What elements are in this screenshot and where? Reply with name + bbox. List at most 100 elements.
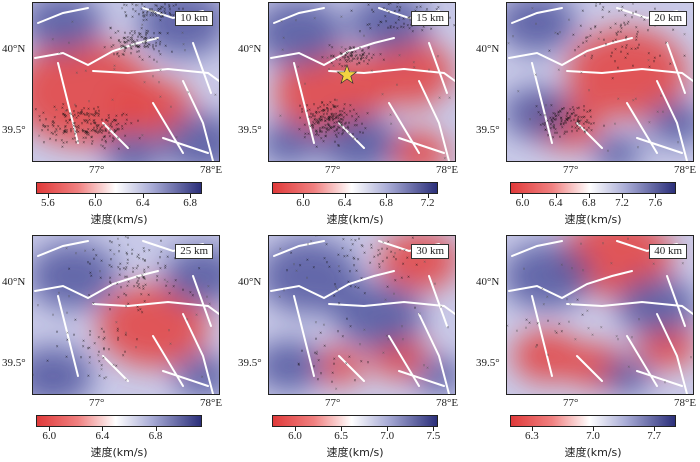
svg-text:×: ×: [379, 21, 382, 26]
svg-text:×: ×: [581, 10, 584, 15]
map-canvas: ××××××××××××××××××××××××××××××××××××××××…: [507, 236, 693, 394]
svg-text:×: ×: [87, 108, 90, 113]
svg-text:×: ×: [74, 125, 77, 130]
svg-text:×: ×: [635, 35, 638, 40]
svg-text:×: ×: [74, 319, 77, 324]
svg-text:×: ×: [332, 113, 335, 118]
svg-text:×: ×: [398, 9, 401, 14]
svg-text:×: ×: [116, 128, 119, 133]
svg-text:×: ×: [582, 269, 585, 274]
svg-text:×: ×: [129, 32, 132, 37]
svg-text:×: ×: [152, 10, 155, 15]
svg-text:×: ×: [338, 121, 341, 126]
svg-text:×: ×: [82, 136, 85, 141]
svg-text:×: ×: [103, 46, 106, 51]
svg-text:×: ×: [301, 110, 304, 115]
svg-text:×: ×: [155, 44, 158, 49]
high-velocity-anomaly: [269, 238, 359, 314]
svg-text:×: ×: [562, 123, 565, 128]
svg-text:×: ×: [147, 30, 150, 35]
svg-text:×: ×: [93, 130, 96, 135]
svg-text:×: ×: [138, 46, 141, 51]
depth-label: 25 km: [175, 244, 213, 259]
colorbar-tick-mark: [155, 427, 157, 431]
svg-text:×: ×: [340, 121, 343, 126]
svg-text:×: ×: [80, 109, 83, 114]
svg-text:×: ×: [124, 37, 127, 42]
svg-text:×: ×: [136, 305, 139, 310]
svg-text:×: ×: [136, 276, 139, 281]
svg-text:×: ×: [99, 277, 102, 282]
svg-text:×: ×: [401, 338, 404, 343]
svg-text:×: ×: [282, 37, 285, 42]
svg-text:×: ×: [389, 25, 392, 30]
svg-text:×: ×: [64, 116, 67, 121]
svg-text:×: ×: [113, 129, 116, 134]
svg-text:×: ×: [582, 41, 585, 46]
svg-text:×: ×: [547, 320, 550, 325]
svg-text:×: ×: [381, 260, 384, 265]
svg-text:×: ×: [137, 254, 140, 259]
velocity-map: × × × × × × × × × × × × × × × × × × × × × × × × × × × × × × × × × × × × × × × ×…: [506, 235, 694, 395]
svg-text:×: ×: [319, 119, 322, 124]
fault-line: [566, 67, 693, 82]
svg-text:×: ×: [324, 120, 327, 125]
svg-text:×: ×: [125, 4, 128, 9]
svg-text:×: ×: [112, 119, 115, 124]
svg-text:×: ×: [381, 93, 384, 98]
svg-text:×: ×: [330, 113, 333, 118]
svg-text:×: ×: [631, 16, 634, 21]
svg-text:×: ×: [621, 6, 624, 11]
svg-text:×: ×: [576, 125, 579, 130]
svg-text:×: ×: [83, 119, 86, 124]
svg-text:×: ×: [310, 240, 313, 245]
svg-text:×: ×: [560, 263, 563, 268]
svg-text:×: ×: [88, 347, 91, 352]
svg-text:×: ×: [294, 19, 297, 24]
svg-text:×: ×: [379, 253, 382, 258]
svg-text:×: ×: [318, 118, 321, 123]
svg-text:×: ×: [345, 362, 348, 367]
svg-text:×: ×: [160, 11, 163, 16]
svg-text:×: ×: [595, 3, 598, 7]
svg-text:×: ×: [146, 45, 149, 50]
svg-text:×: ×: [572, 109, 575, 114]
svg-text:×: ×: [114, 32, 117, 37]
svg-text:×: ×: [377, 24, 380, 29]
svg-text:×: ×: [360, 360, 363, 365]
svg-text:×: ×: [122, 37, 125, 42]
svg-text:×: ×: [323, 104, 326, 109]
svg-text:×: ×: [151, 8, 154, 13]
svg-text:×: ×: [45, 118, 48, 123]
svg-text:×: ×: [147, 43, 150, 48]
colorbar-label: 速度(km/s): [564, 446, 622, 459]
svg-text:×: ×: [158, 43, 161, 48]
svg-text:×: ×: [328, 119, 331, 124]
svg-text:×: ×: [120, 286, 123, 291]
svg-text:×: ×: [402, 17, 405, 22]
svg-text:×: ×: [154, 13, 157, 18]
lon-tick-77: 77°: [89, 164, 105, 176]
svg-text:×: ×: [366, 24, 369, 29]
svg-text:×: ×: [559, 31, 562, 36]
svg-text:×: ×: [344, 48, 347, 53]
svg-text:×: ×: [147, 46, 150, 51]
svg-text:×: ×: [413, 66, 416, 71]
svg-text:×: ×: [555, 118, 558, 123]
svg-text:×: ×: [419, 5, 422, 10]
high-velocity-anomaly: [33, 3, 103, 53]
fault-line: [273, 240, 325, 257]
svg-text:×: ×: [342, 56, 345, 61]
svg-text:×: ×: [554, 115, 557, 120]
svg-text:×: ×: [408, 16, 411, 21]
fault-line: [428, 275, 448, 327]
low-velocity-anomaly: [567, 28, 687, 118]
svg-text:×: ×: [76, 129, 79, 134]
svg-text:×: ×: [112, 44, 115, 49]
svg-text:×: ×: [544, 122, 547, 127]
svg-text:×: ×: [343, 255, 346, 260]
svg-text:×: ×: [343, 130, 346, 135]
svg-text:×: ×: [101, 119, 104, 124]
svg-text:×: ×: [322, 324, 325, 329]
svg-text:×: ×: [181, 32, 184, 37]
